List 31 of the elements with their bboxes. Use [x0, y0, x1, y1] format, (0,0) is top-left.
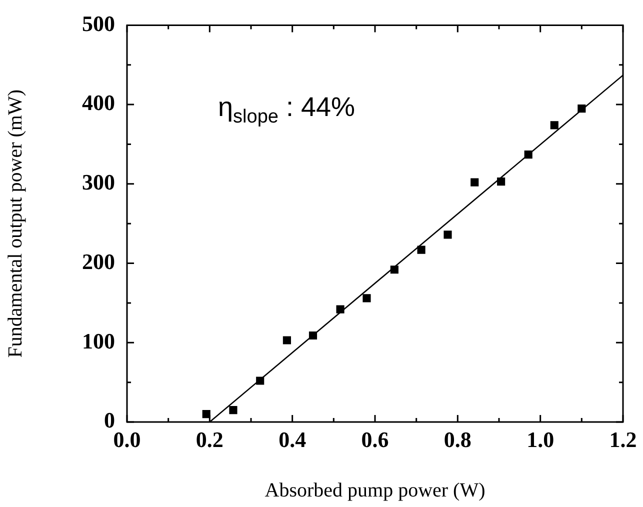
- point: [282, 336, 291, 344]
- point: [524, 150, 532, 159]
- x-axis-title: Absorbed pump power (W): [264, 479, 486, 502]
- point: [390, 266, 398, 274]
- x-tick-label: 0.2: [196, 426, 224, 452]
- point: [417, 246, 426, 254]
- point: [308, 331, 318, 340]
- point: [362, 294, 371, 302]
- y-tick-label: 200: [82, 248, 115, 274]
- x-tick-label: 0.6: [361, 426, 389, 452]
- x-tick-label: 0.8: [444, 426, 472, 452]
- point: [497, 178, 506, 186]
- point: [550, 121, 558, 130]
- y-axis-title: Fundamental output power (mW): [4, 89, 26, 358]
- point: [336, 305, 344, 314]
- x-tick-label: 1.0: [526, 426, 554, 452]
- point: [444, 230, 452, 239]
- x-tick-label: 0.0: [113, 426, 141, 452]
- point: [256, 376, 264, 385]
- x-tick-label: 1.2: [609, 426, 637, 452]
- y-tick-label: 0: [104, 408, 115, 433]
- annotation: η$_{slope}$ : 44%: [218, 92, 355, 128]
- x-tick-label: 0.4: [278, 426, 306, 452]
- y-tick-label: 100: [82, 328, 115, 354]
- y-tick-label: 500: [82, 10, 115, 36]
- point: [202, 410, 210, 418]
- point: [578, 104, 586, 113]
- y-tick-label: 400: [82, 90, 115, 116]
- point: [470, 178, 479, 186]
- y-tick-label: 300: [82, 170, 115, 195]
- point: [229, 406, 238, 414]
